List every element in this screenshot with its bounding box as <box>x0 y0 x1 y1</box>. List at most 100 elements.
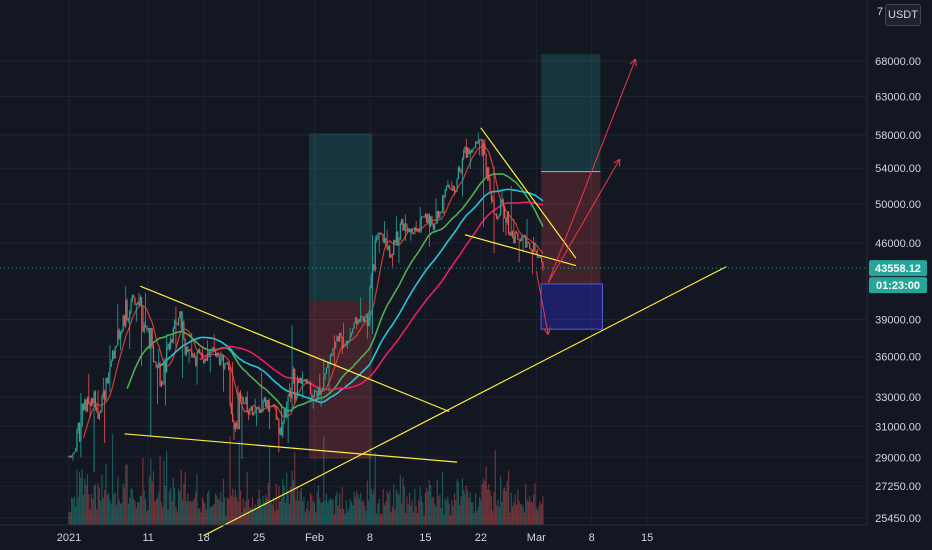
volume-bar <box>319 498 321 525</box>
volume-bar <box>368 500 370 525</box>
volume-bar <box>390 511 392 525</box>
volume-bar <box>383 505 386 525</box>
volume-bar <box>167 509 169 525</box>
volume-bar <box>432 496 434 525</box>
volume-bar <box>469 492 471 525</box>
candle-body <box>150 327 152 349</box>
drawings <box>124 60 727 537</box>
volume-bar <box>406 496 408 525</box>
candle-body <box>117 330 119 346</box>
candle-body <box>180 311 182 329</box>
volume-bar <box>494 450 496 525</box>
volume-bar <box>71 497 73 525</box>
candle-body <box>139 297 141 306</box>
candle-body <box>377 233 379 239</box>
candle-body <box>288 391 291 397</box>
volume-bar <box>263 502 265 525</box>
candle-body <box>170 338 172 349</box>
candle-body <box>393 240 395 256</box>
candle-body <box>374 239 376 270</box>
volume-bar <box>278 486 280 525</box>
volume-bar <box>306 508 308 525</box>
candle-body <box>328 363 330 365</box>
volume-bar <box>526 499 528 525</box>
volume-bar <box>323 435 325 525</box>
candle-body <box>236 423 238 427</box>
volume-bar <box>288 504 291 525</box>
time-tick-label: 25 <box>253 532 265 544</box>
volume-bar <box>97 483 99 525</box>
volume-bar <box>177 488 180 525</box>
volume-bar <box>214 493 217 525</box>
volume-bar <box>501 501 503 525</box>
volume-bar <box>477 506 479 525</box>
volume-bar <box>226 497 228 525</box>
candle-body <box>537 254 539 258</box>
candle-body <box>342 346 345 349</box>
volume-bar <box>110 504 112 525</box>
candle-body <box>261 410 263 412</box>
candle-body <box>237 426 239 430</box>
candle-body <box>199 349 201 353</box>
candle-body <box>146 326 148 330</box>
candle-body <box>410 228 412 233</box>
volume-bar <box>92 498 94 525</box>
volume-bar <box>386 491 388 525</box>
candle-body <box>381 233 383 235</box>
candle-body <box>89 402 91 406</box>
moving-averages <box>82 145 544 439</box>
volume-bar <box>515 504 518 525</box>
candle-body <box>255 407 258 411</box>
candle-body <box>522 235 524 237</box>
volume-bar <box>251 497 254 525</box>
volume-bar <box>379 514 382 525</box>
candle-body <box>191 350 193 358</box>
candle-body <box>213 347 215 351</box>
candle-body <box>420 216 423 220</box>
candle-body <box>154 361 156 362</box>
candle-body <box>207 355 209 361</box>
candle-body <box>534 242 536 251</box>
candle-body <box>315 390 317 392</box>
volume-bar <box>346 511 349 525</box>
candle-body <box>313 390 316 396</box>
candle-body <box>348 341 350 343</box>
candle-body <box>187 346 189 352</box>
candle-body <box>270 406 272 407</box>
volume-bar <box>365 510 367 525</box>
volume-bar <box>511 506 514 525</box>
candle-body <box>477 141 479 144</box>
volume-bar <box>185 501 188 525</box>
volume-bar <box>405 513 407 525</box>
candle-body <box>391 254 393 256</box>
candle-body <box>127 317 129 321</box>
volume-bar <box>106 494 108 525</box>
candle-body <box>482 143 485 156</box>
candle-body <box>496 214 498 220</box>
candle-body <box>179 311 181 319</box>
candle-body <box>102 391 104 398</box>
volume-bar <box>308 511 310 525</box>
volume-bar <box>267 482 269 525</box>
volume-bar <box>155 499 157 525</box>
candle-body <box>492 199 494 202</box>
candle-body <box>469 150 471 155</box>
price-tick-label: 54000.00 <box>875 163 921 175</box>
volume-bar <box>339 493 341 525</box>
volume-bar <box>262 495 264 525</box>
volume-bar <box>480 500 482 525</box>
candle-body <box>280 427 283 436</box>
candle-body <box>141 297 143 307</box>
candle-body <box>506 212 508 223</box>
currency-button[interactable]: USDT <box>885 4 921 26</box>
candle-body <box>181 321 184 329</box>
volume-bar <box>366 480 368 525</box>
trendline-lower-flat <box>124 433 458 463</box>
candle-body <box>325 367 327 374</box>
volume-bar <box>84 478 86 525</box>
volume-bar <box>444 497 446 525</box>
volume-bar <box>156 497 159 525</box>
